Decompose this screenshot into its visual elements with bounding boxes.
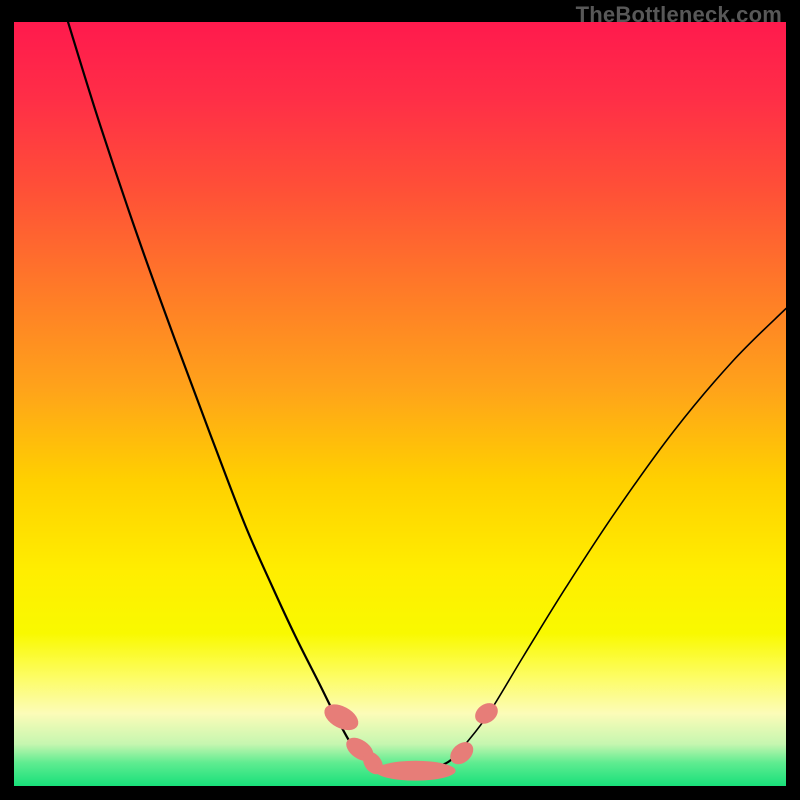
curve-marker — [375, 761, 455, 781]
gradient-background — [14, 22, 786, 786]
chart-root: TheBottleneck.com — [0, 0, 800, 800]
watermark-text: TheBottleneck.com — [576, 2, 782, 28]
plot-area — [14, 22, 786, 786]
